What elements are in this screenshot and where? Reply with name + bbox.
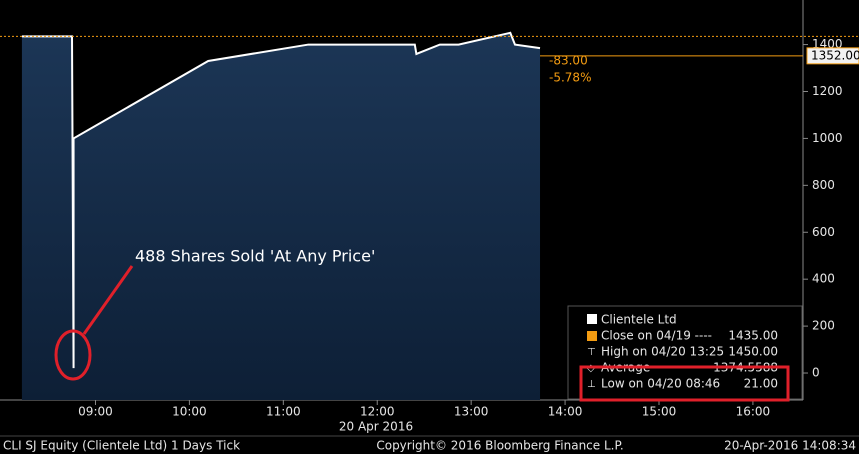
legend-label: Clientele Ltd xyxy=(601,313,677,327)
x-tick-label: 13:00 xyxy=(454,405,489,419)
stat-value: 1450.00 xyxy=(728,345,778,359)
plot xyxy=(21,31,541,400)
footer-left: CLI SJ Equity (Clientele Ltd) 1 Days Tic… xyxy=(3,439,240,453)
last-price-label: 1352.00 xyxy=(811,48,859,62)
x-tick-label: 15:00 xyxy=(642,405,677,419)
stat-value: 1435.00 xyxy=(728,329,778,343)
y-tick-label: 200 xyxy=(812,319,835,333)
annotation: 488 Shares Sold 'At Any Price' xyxy=(135,247,375,266)
low-highlight xyxy=(579,365,790,402)
x-tick-label: 14:00 xyxy=(548,405,583,419)
legend-swatch xyxy=(587,314,597,324)
change-pct-label: -5.78% xyxy=(549,70,591,84)
annotation-arrow xyxy=(82,265,134,335)
x-tick-label: 11:00 xyxy=(266,405,301,419)
stat-swatch xyxy=(587,331,597,341)
legend-box xyxy=(567,305,803,400)
y-tick-label: 1200 xyxy=(812,84,843,98)
y-tick-label: 1000 xyxy=(812,131,843,145)
area xyxy=(21,32,541,400)
date-label: 20 Apr 2016 xyxy=(339,420,413,434)
x-tick-label: 10:00 xyxy=(172,405,207,419)
stat-value: 21.00 xyxy=(744,377,778,391)
change-label: -83.00 xyxy=(549,53,588,67)
stat-icon: ⊤ xyxy=(587,347,596,358)
stat-label: High on 04/20 13:25 xyxy=(601,345,724,359)
x-tick-label: 12:00 xyxy=(360,405,395,419)
y-tick-label: 800 xyxy=(812,178,835,192)
stat-icon: ⊥ xyxy=(587,379,596,390)
x-tick-label: 09:00 xyxy=(78,405,113,419)
x-tick-label: 16:00 xyxy=(736,405,771,419)
y-tick-label: 400 xyxy=(812,272,835,286)
footer-center: Copyright© 2016 Bloomberg Finance L.P. xyxy=(376,439,623,453)
y-tick-label: 600 xyxy=(812,225,835,239)
last-price-box xyxy=(806,47,859,65)
stat-label: Close on 04/19 ---- xyxy=(601,329,712,343)
stat-label: Low on 04/20 08:46 xyxy=(601,377,720,391)
footer-right: 20-Apr-2016 14:08:34 xyxy=(724,439,856,453)
y-tick-label: 0 xyxy=(812,366,820,380)
highlight-ellipse xyxy=(54,329,92,381)
